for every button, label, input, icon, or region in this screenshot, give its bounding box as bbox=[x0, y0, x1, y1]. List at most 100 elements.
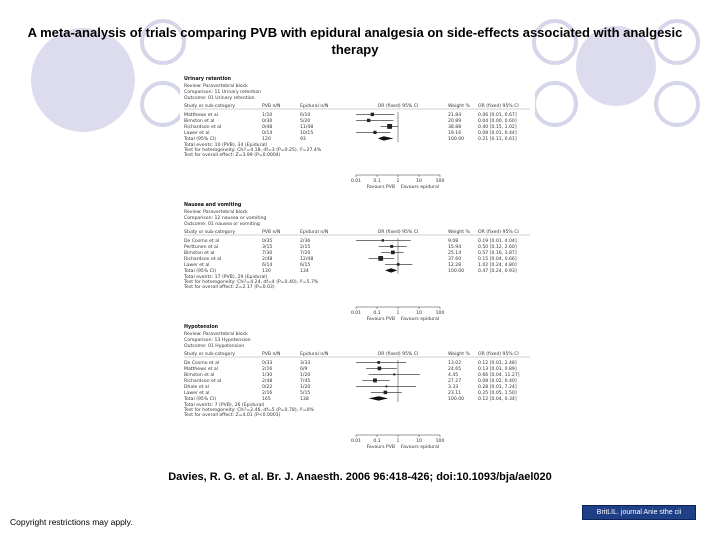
pvb-events: 0/35 bbox=[262, 238, 272, 244]
heterogeneity-note: Test for heterogeneity: Chi²=4.18, df=3 … bbox=[183, 147, 322, 153]
epidural-events: 5/15 bbox=[300, 390, 310, 396]
forest-plot-figure: Urinary retention Review: Paravertebral b… bbox=[180, 72, 535, 450]
pvb-events: 2/16 bbox=[262, 390, 272, 396]
total-ci: 0.21 [0.11, 0.61] bbox=[478, 136, 517, 142]
panel-heading: Nausea and vomiting bbox=[184, 202, 242, 208]
pvb-events: 2/48 bbox=[262, 256, 272, 262]
weight-value: 23.11 bbox=[448, 390, 461, 396]
study-name: Bimston et al bbox=[184, 372, 214, 378]
pvb-events: 3/15 bbox=[262, 244, 272, 250]
total-weight: 100.00 bbox=[448, 136, 464, 142]
epidural-events: 7/20 bbox=[300, 250, 310, 256]
study-row: De Cosmo et al 0/35 2/36 9.08 0.19 [0.01, 4.… bbox=[184, 238, 517, 244]
pvb-events: 1/30 bbox=[262, 372, 272, 378]
study-name: Lawer et al bbox=[184, 390, 210, 396]
point-estimate bbox=[378, 256, 384, 261]
total-row: Total (95% CI) 120 93 100.00 0.21 [0.11, 0.6… bbox=[183, 136, 517, 142]
epidural-events: 5/20 bbox=[300, 118, 310, 124]
favours-right-label: Favours epidural bbox=[401, 444, 439, 450]
slide-title: A meta-analysis of trials comparing PVB … bbox=[27, 25, 683, 57]
col-header-pvb: PVB n/N bbox=[262, 103, 280, 109]
citation: Davies, R. G. et al. Br. J. Anaesth. 200… bbox=[168, 471, 552, 483]
epidural-events: 1/20 bbox=[300, 372, 310, 378]
decor-circle-ring bbox=[140, 81, 186, 127]
pvb-events: 0/22 bbox=[262, 384, 272, 390]
weight-value: 3.33 bbox=[448, 384, 458, 390]
decor-circle-ring bbox=[140, 19, 186, 65]
study-row: Lawer et al 6/14 6/15 12.28 1.02 [0.24, 4.80… bbox=[184, 262, 517, 268]
or-ci-value: 0.06 [0.01, 0.67] bbox=[478, 112, 517, 118]
axis-tick-label: 1 bbox=[397, 438, 400, 444]
point-estimate bbox=[381, 239, 385, 242]
study-row: Dhole et al 0/22 1/20 3.33 0.28 [0.01, 7.24] bbox=[184, 384, 517, 390]
axis-tick-label: 100 bbox=[436, 438, 445, 444]
heterogeneity-note: Test for overall effect: Z=4.01 (P<0.000… bbox=[183, 412, 281, 418]
decor-circle-ring bbox=[654, 81, 700, 127]
study-row: Matthews et al 2/16 6/9 24.65 0.13 [0.03, 0.… bbox=[184, 366, 517, 372]
total-epidural: 138 bbox=[300, 396, 309, 402]
or-ci-value: 0.66 [0.04, 11.27] bbox=[478, 372, 520, 378]
study-row: Richardson et al 2/48 12/48 37.60 0.15 [0.04… bbox=[184, 256, 517, 262]
weight-value: 13.02 bbox=[448, 360, 461, 366]
summary-diamond bbox=[377, 136, 394, 141]
weight-value: 38.88 bbox=[448, 124, 461, 130]
panel-review: Review: Paravertebral block bbox=[184, 331, 248, 337]
col-header-ci: OR (fixed) 95% CI bbox=[478, 103, 519, 109]
axis-tick-label: 100 bbox=[436, 310, 445, 316]
favours-right-label: Favours epidural bbox=[401, 184, 439, 190]
study-row: Matthews et al 1/10 6/10 21.84 0.06 [0.01, 0… bbox=[184, 112, 517, 118]
col-header-study: Study or sub-category bbox=[184, 351, 235, 357]
heterogeneity-note: Total events: 7 (PVB), 26 (Epidural) bbox=[183, 402, 265, 408]
total-label: Total (95% CI) bbox=[183, 136, 216, 142]
axis-tick-label: 10 bbox=[416, 310, 422, 316]
point-estimate bbox=[387, 123, 393, 129]
study-name: Matthews et al bbox=[184, 366, 218, 372]
panel-comparison: Comparison: 12 nausea or vomiting bbox=[184, 215, 266, 221]
favours-left-label: Favours PVB bbox=[367, 444, 395, 450]
weight-value: 9.08 bbox=[448, 238, 458, 244]
col-header-ci: OR (fixed) 95% CI bbox=[478, 229, 519, 235]
or-ci-value: 0.08 [0.02, 0.40] bbox=[478, 378, 517, 384]
panel-heading: Urinary retention bbox=[184, 76, 232, 82]
total-label: Total (95% CI) bbox=[183, 396, 216, 402]
axis-tick-label: 10 bbox=[416, 438, 422, 444]
study-name: Richardson et al bbox=[184, 378, 221, 384]
epidural-events: 7/45 bbox=[300, 378, 310, 384]
total-epidural: 134 bbox=[300, 268, 309, 274]
total-epidural: 93 bbox=[300, 136, 306, 142]
total-ci: 0.12 [0.04, 0.34] bbox=[478, 396, 517, 402]
summary-diamond bbox=[384, 268, 398, 273]
col-header-weight: Weight % bbox=[448, 103, 470, 109]
total-pvb: 165 bbox=[262, 396, 271, 402]
decor-circle-ring bbox=[532, 81, 578, 127]
study-row: Bimston et al 0/30 5/20 20.89 0.04 [0.00, 0.… bbox=[184, 118, 517, 124]
favours-right-label: Favours epidural bbox=[401, 316, 439, 322]
epidural-events: 3/33 bbox=[300, 360, 310, 366]
journal-badge[interactable]: BritLIL. journal Anie sthe cii bbox=[582, 505, 696, 520]
axis-tick-label: 0.01 bbox=[351, 178, 361, 184]
total-pvb: 130 bbox=[262, 268, 271, 274]
point-estimate bbox=[373, 130, 377, 134]
study-row: Bimston et al 7/30 7/20 25.14 0.57 [0.16, 1.… bbox=[184, 250, 517, 256]
panel-review: Review: Paravertebral block bbox=[184, 83, 248, 89]
weight-value: 24.65 bbox=[448, 366, 461, 372]
total-label: Total (95% CI) bbox=[183, 268, 216, 274]
epidural-events: 1/20 bbox=[300, 384, 310, 390]
weight-value: 37.60 bbox=[448, 256, 461, 262]
axis-tick-label: 0.1 bbox=[373, 438, 380, 444]
col-header-ci: OR (fixed) 95% CI bbox=[478, 351, 519, 357]
panel-review: Review: Paravertebral block bbox=[184, 209, 248, 215]
weight-value: 25.14 bbox=[448, 250, 461, 256]
total-weight: 100.00 bbox=[448, 268, 464, 274]
or-ci-value: 0.19 [0.01, 4.04] bbox=[478, 238, 517, 244]
panel-heading: Hypotension bbox=[184, 324, 219, 330]
pvb-events: 2/16 bbox=[262, 366, 272, 372]
total-row: Total (95% CI) 130 134 100.00 0.47 [0.24, 0.… bbox=[183, 268, 517, 274]
favours-left-label: Favours PVB bbox=[367, 316, 395, 322]
col-header-weight: Weight % bbox=[448, 351, 470, 357]
study-name: Bimston et al bbox=[184, 250, 214, 256]
study-row: Lawer et al 0/14 10/15 19.16 0.08 [0.01, 0.4… bbox=[184, 130, 517, 136]
pvb-events: 1/10 bbox=[262, 112, 272, 118]
